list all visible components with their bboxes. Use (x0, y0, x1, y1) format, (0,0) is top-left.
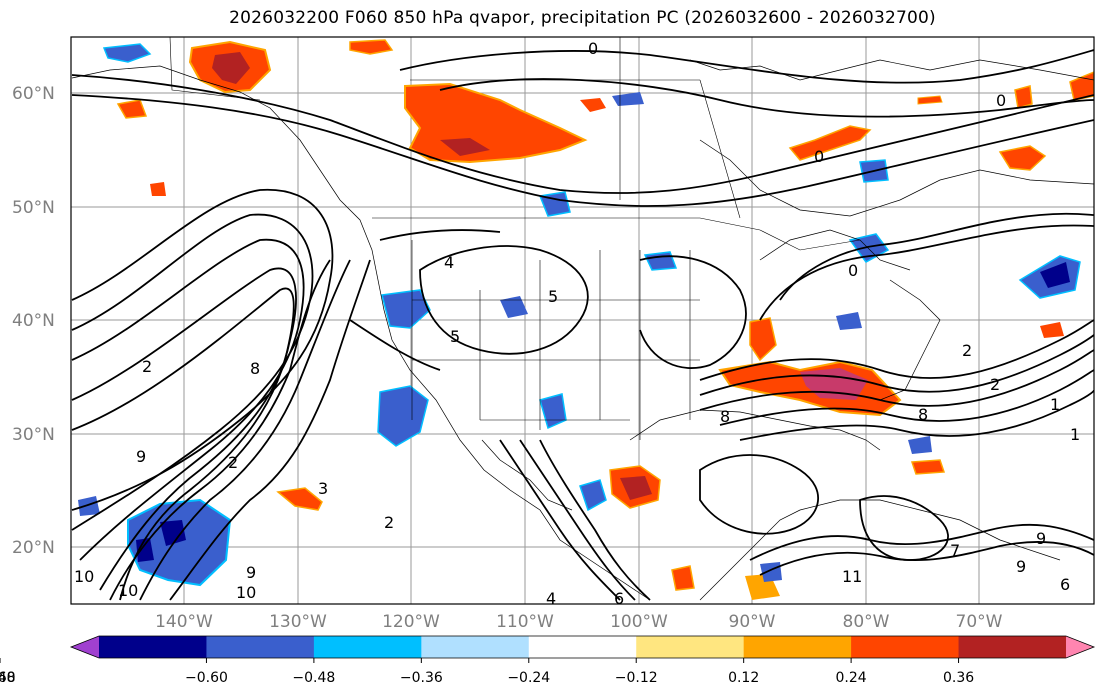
colorbar-tick-label: 0.48 (0, 670, 16, 686)
contour-labels: 2 2 8 9 10 10 9 10 2 3 2 5 5 6 4 0 0 0 1… (74, 39, 1080, 608)
colorbar-segment (636, 636, 745, 658)
lon-label-70w: 70°W (956, 612, 1003, 632)
contour-label: 2 (228, 453, 238, 472)
colorbar-tick-label: 0.12 (728, 670, 759, 686)
colorbar-tick-label: −0.24 (507, 670, 550, 686)
contour-label: 0 (814, 147, 824, 166)
lon-label-130w: 130°W (269, 612, 327, 632)
colorbar-segment (99, 636, 207, 658)
contour-label: 5 (450, 327, 460, 346)
lat-label-60n: 60°N (12, 84, 55, 104)
contour-label: 1 (1070, 425, 1080, 444)
lon-label-90w: 90°W (729, 612, 776, 632)
contour-label: 10 (236, 583, 256, 602)
contour-label: 8 (720, 407, 730, 426)
contour-label: 2 (962, 341, 972, 360)
contour-label: 0 (996, 91, 1006, 110)
colorbar-arrow-right (1066, 636, 1094, 658)
contour-label: 9 (246, 563, 256, 582)
colorbar-segment (743, 636, 852, 658)
colorbar-tick-label: −0.60 (185, 670, 228, 686)
contour-label: 4 (444, 253, 454, 272)
lon-label-100w: 100°W (610, 612, 668, 632)
contour-label: 10 (118, 581, 138, 600)
contour-label: 7 (950, 541, 960, 560)
contour-label: 10 (74, 567, 94, 586)
qvapor-contours (71, 49, 1094, 601)
colorbar-segment (851, 636, 960, 658)
contour-label: 9 (1036, 529, 1046, 548)
colorbar-tick-label: −0.36 (400, 670, 443, 686)
colorbar-segment (313, 636, 422, 658)
precip-shading (78, 39, 1094, 600)
contour-label: 6 (1060, 575, 1070, 594)
colorbar-arrow-left (71, 636, 99, 658)
colorbar-outline (69, 635, 1096, 659)
colorbar-tick-label: 0.60 (0, 670, 16, 686)
colorbar-tick-label: 0.24 (836, 670, 867, 686)
colorbar-tick-label: 0.36 (943, 670, 974, 686)
longitude-labels: 140°W 130°W 120°W 110°W 100°W 90°W 80°W … (155, 612, 1003, 632)
lat-label-20n: 20°N (12, 538, 55, 558)
map-frame (70, 36, 1095, 605)
political-borders (169, 37, 861, 440)
contour-label: 5 (548, 287, 558, 306)
colorbar-tick-label: −0.12 (615, 670, 658, 686)
coastlines (71, 59, 1094, 601)
lat-label-40n: 40°N (12, 311, 55, 331)
contour-label: 9 (1016, 557, 1026, 576)
colorbar-segment (528, 636, 637, 658)
lat-label-50n: 50°N (12, 198, 55, 218)
colorbar-tick-label: −0.48 (292, 670, 335, 686)
contour-label: 8 (250, 359, 260, 378)
contour-label: 9 (136, 447, 146, 466)
colorbar-segment (421, 636, 530, 658)
contour-label: 6 (614, 589, 624, 608)
contour-label: 3 (318, 479, 328, 498)
contour-label: 2 (142, 357, 152, 376)
contour-label: 8 (918, 405, 928, 424)
contour-label: 2 (384, 513, 394, 532)
lon-label-80w: 80°W (843, 612, 890, 632)
contour-label: 2 (990, 375, 1000, 394)
colorbar-segment (206, 636, 315, 658)
contour-label: 0 (588, 39, 598, 58)
map-title: 2026032200 F060 850 hPa qvapor, precipit… (229, 8, 936, 28)
lon-label-110w: 110°W (496, 612, 554, 632)
lon-label-120w: 120°W (382, 612, 440, 632)
colorbar: −0.60 −0.48 −0.36 −0.24 −0.12 0.12 0.24 0.36 0.4… (0, 635, 1096, 686)
colorbar-segment (958, 636, 1067, 658)
lat-label-30n: 30°N (12, 425, 55, 445)
contour-label: 1 (1050, 395, 1060, 414)
contour-label: 0 (848, 261, 858, 280)
latitude-labels: 60°N 50°N 40°N 30°N 20°N (12, 84, 55, 558)
contour-label: 11 (842, 567, 862, 586)
contour-label: 4 (546, 589, 556, 608)
lon-label-140w: 140°W (155, 612, 213, 632)
